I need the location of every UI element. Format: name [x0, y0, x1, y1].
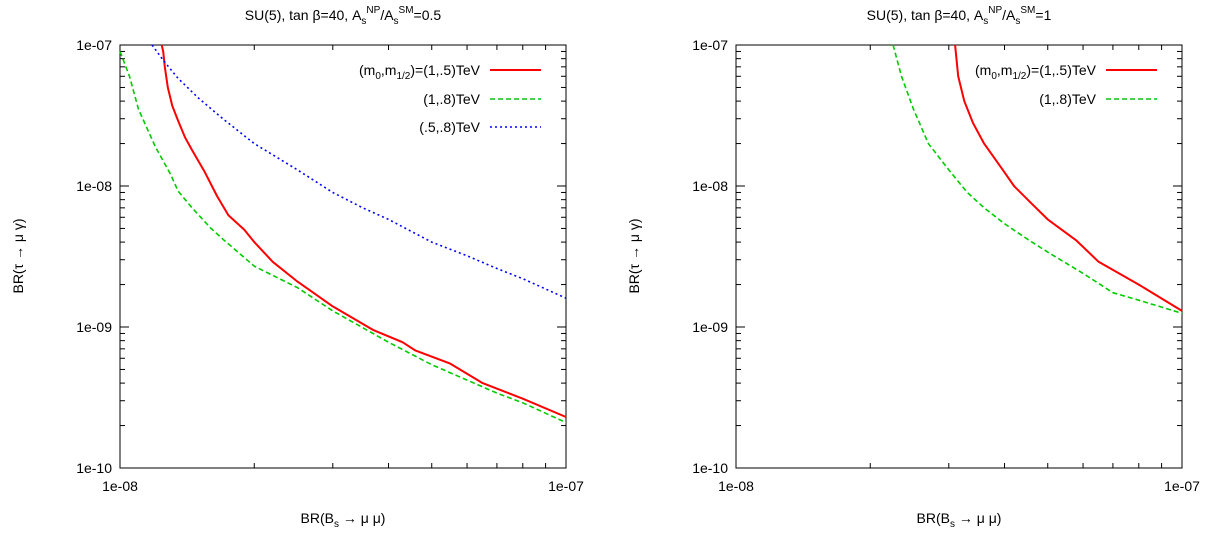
x-axis-label: BR(Bs → μ μ) [917, 510, 1002, 530]
plot-frame [119, 44, 567, 469]
ticks-group: 1e-10 1e-09 1e-08 1e-07 1e-08 1e-07 [76, 37, 584, 494]
series-group [892, 44, 1183, 315]
legend-label-series-1: (m0,m1/2)=(1,.5)TeV [975, 62, 1097, 82]
chart-title: SU(5), tan β=40, AsNP/AsSM=0.5 [245, 5, 442, 27]
ticks-group: 1e-10 1e-09 1e-08 1e-07 1e-08 1e-07 [692, 37, 1200, 494]
legend-label-series-3: (.5,.8)TeV [419, 119, 480, 135]
y-tick-label: 1e-09 [76, 319, 112, 335]
y-tick-label: 1e-08 [76, 178, 112, 194]
series-line-3 [151, 44, 567, 299]
x-tick-label: 1e-08 [718, 478, 754, 494]
plot-frame [735, 44, 1183, 469]
legend: (m0,m1/2)=(1,.5)TeV (1,.8)TeV (.5,.8)TeV [359, 62, 541, 135]
y-tick-label: 1e-10 [76, 460, 112, 476]
series-line-2 [119, 51, 567, 424]
y-tick-label: 1e-10 [692, 460, 728, 476]
y-tick-label: 1e-07 [692, 37, 728, 53]
legend-label-series-2: (1,.8)TeV [1039, 91, 1096, 107]
legend-label-series-2: (1,.8)TeV [423, 91, 480, 107]
x-axis-label: BR(Bs → μ μ) [301, 510, 386, 530]
y-tick-label: 1e-08 [692, 178, 728, 194]
chart-title: SU(5), tan β=40, AsNP/AsSM=1 [867, 5, 1052, 27]
left-chart-panel: SU(5), tan β=40, AsNP/AsSM=0.5 BR(Bs → μ… [10, 5, 584, 530]
x-tick-label: 1e-08 [102, 478, 138, 494]
y-tick-label: 1e-09 [692, 319, 728, 335]
series-line-1 [160, 44, 567, 418]
series-group [119, 44, 567, 424]
legend: (m0,m1/2)=(1,.5)TeV (1,.8)TeV [975, 62, 1157, 107]
series-line-1 [954, 44, 1183, 312]
y-axis-label: BR(τ → μ γ) [10, 218, 26, 293]
x-tick-label: 1e-07 [1164, 478, 1200, 494]
x-tick-label: 1e-07 [548, 478, 584, 494]
right-chart-panel: SU(5), tan β=40, AsNP/AsSM=1 BR(Bs → μ μ… [626, 5, 1200, 530]
y-axis-label: BR(τ → μ γ) [626, 218, 642, 293]
legend-label-series-1: (m0,m1/2)=(1,.5)TeV [359, 62, 481, 82]
y-tick-label: 1e-07 [76, 37, 112, 53]
series-line-2 [892, 44, 1183, 315]
